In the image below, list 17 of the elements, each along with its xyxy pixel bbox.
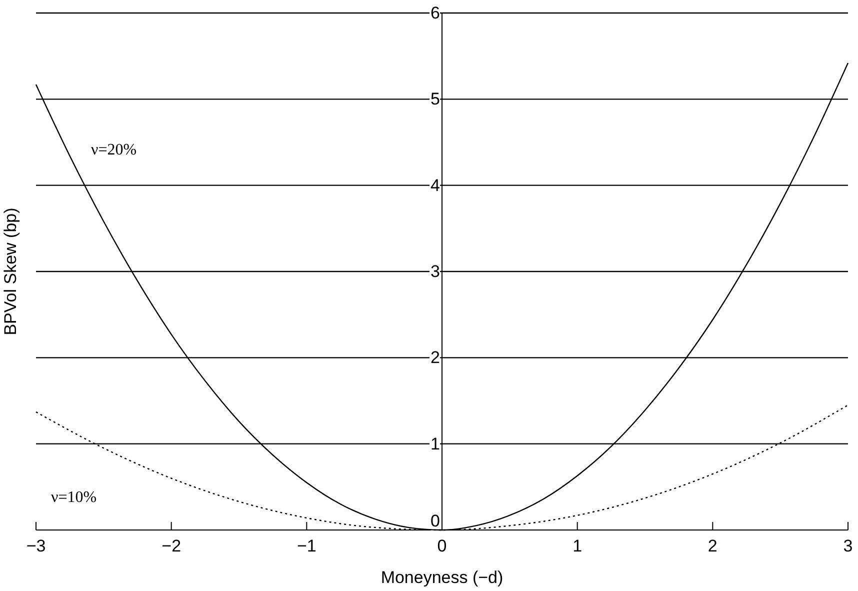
y-tick-label: 3 [430, 262, 440, 281]
text: ν=10% [51, 488, 97, 506]
series-label: ν=20% [91, 142, 137, 159]
y-tick-label: 1 [430, 434, 440, 454]
x-tick-label: 2 [708, 536, 718, 556]
x-tick-label: −3 [26, 536, 46, 556]
y-tick-label: 0 [430, 512, 440, 531]
x-tick-label: 3 [843, 536, 853, 556]
x-axis-title: Moneyness (−d) [380, 568, 504, 587]
x-tick-label: 1 [572, 536, 582, 556]
y-tick-label: 5 [430, 90, 440, 109]
x-tick-label: −2 [162, 536, 182, 556]
y-tick-label: 2 [430, 348, 440, 368]
x-tick-label: −1 [296, 536, 316, 556]
y-tick-label: 4 [430, 176, 440, 195]
y-tick-label: 6 [430, 3, 440, 22]
y-axis-title: BPVol Skew (bp) [1, 208, 20, 336]
